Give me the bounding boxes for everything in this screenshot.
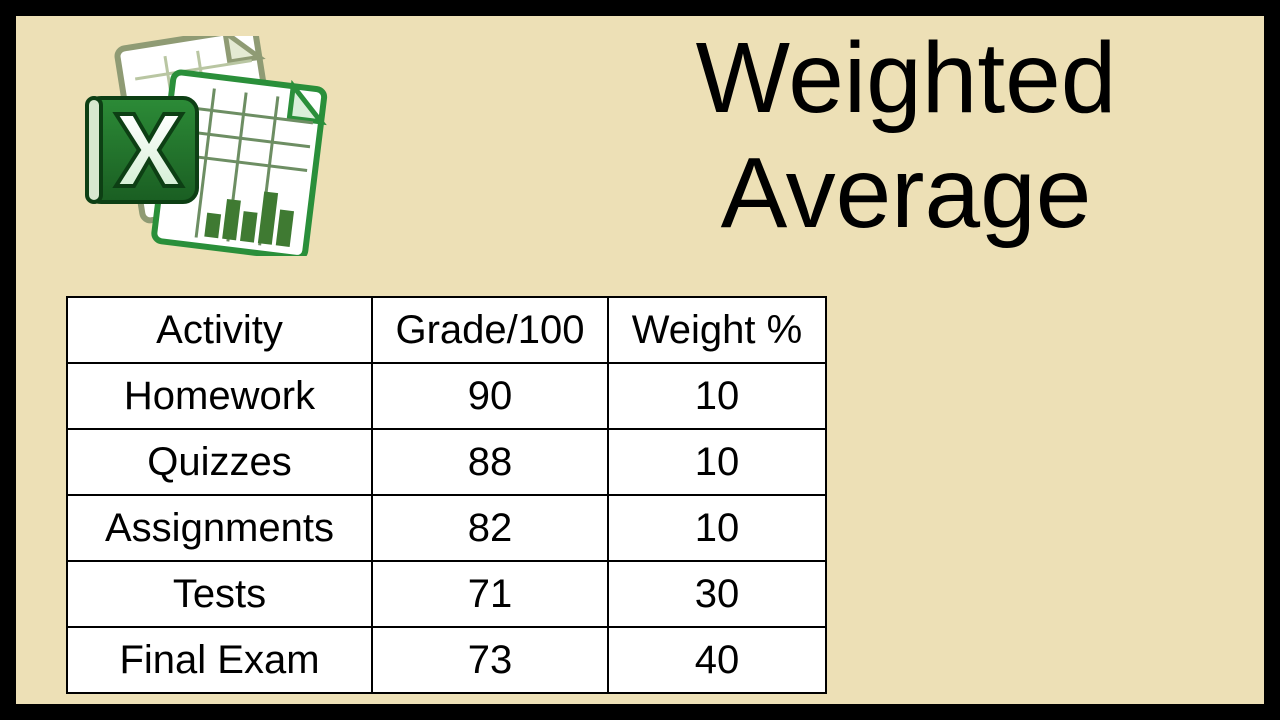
table-row: Final Exam 73 40 bbox=[67, 627, 826, 693]
cell-activity: Quizzes bbox=[67, 429, 372, 495]
excel-icon bbox=[71, 36, 331, 256]
col-header-weight: Weight % bbox=[608, 297, 826, 363]
cell-grade: 82 bbox=[372, 495, 608, 561]
cell-weight: 10 bbox=[608, 495, 826, 561]
col-header-grade: Grade/100 bbox=[372, 297, 608, 363]
cell-activity: Homework bbox=[67, 363, 372, 429]
table-row: Quizzes 88 10 bbox=[67, 429, 826, 495]
table-row: Assignments 82 10 bbox=[67, 495, 826, 561]
table-row: Homework 90 10 bbox=[67, 363, 826, 429]
cell-activity: Tests bbox=[67, 561, 372, 627]
table-header-row: Activity Grade/100 Weight % bbox=[67, 297, 826, 363]
table-row: Tests 71 30 bbox=[67, 561, 826, 627]
title-line-2: Average bbox=[721, 137, 1092, 249]
slide-frame: Weighted Average Activity Grade/100 Weig… bbox=[10, 10, 1270, 710]
grade-table: Activity Grade/100 Weight % Homework 90 … bbox=[66, 296, 827, 694]
cell-weight: 40 bbox=[608, 627, 826, 693]
slide-title: Weighted Average bbox=[556, 21, 1256, 251]
cell-grade: 88 bbox=[372, 429, 608, 495]
title-line-1: Weighted bbox=[696, 22, 1117, 134]
cell-weight: 10 bbox=[608, 363, 826, 429]
cell-grade: 90 bbox=[372, 363, 608, 429]
cell-activity: Assignments bbox=[67, 495, 372, 561]
cell-activity: Final Exam bbox=[67, 627, 372, 693]
cell-weight: 30 bbox=[608, 561, 826, 627]
cell-grade: 71 bbox=[372, 561, 608, 627]
cell-weight: 10 bbox=[608, 429, 826, 495]
col-header-activity: Activity bbox=[67, 297, 372, 363]
cell-grade: 73 bbox=[372, 627, 608, 693]
